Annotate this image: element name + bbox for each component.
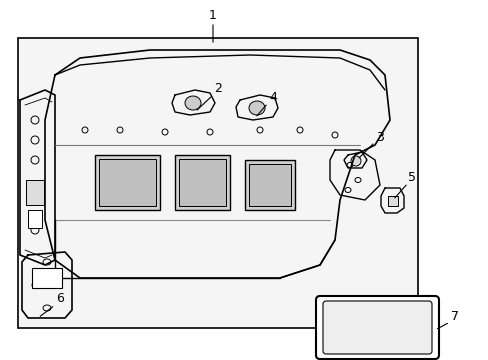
Bar — [179, 159, 225, 206]
Text: 6: 6 — [56, 292, 64, 306]
Bar — [32, 268, 62, 288]
Text: 7: 7 — [450, 310, 458, 324]
Bar — [244, 160, 294, 210]
Ellipse shape — [350, 156, 360, 166]
Bar — [387, 196, 397, 206]
Bar — [28, 210, 42, 228]
Text: 3: 3 — [375, 131, 383, 144]
Bar — [175, 155, 229, 210]
FancyBboxPatch shape — [323, 301, 431, 354]
Text: 4: 4 — [268, 90, 276, 104]
Ellipse shape — [184, 96, 201, 110]
Ellipse shape — [248, 101, 264, 115]
FancyBboxPatch shape — [315, 296, 438, 359]
Bar — [248, 164, 290, 206]
FancyBboxPatch shape — [18, 38, 417, 328]
Text: 5: 5 — [407, 171, 415, 184]
Bar — [99, 159, 156, 206]
Text: 2: 2 — [214, 81, 222, 95]
Bar — [95, 155, 160, 210]
Text: 1: 1 — [209, 9, 217, 22]
Bar — [26, 180, 44, 205]
